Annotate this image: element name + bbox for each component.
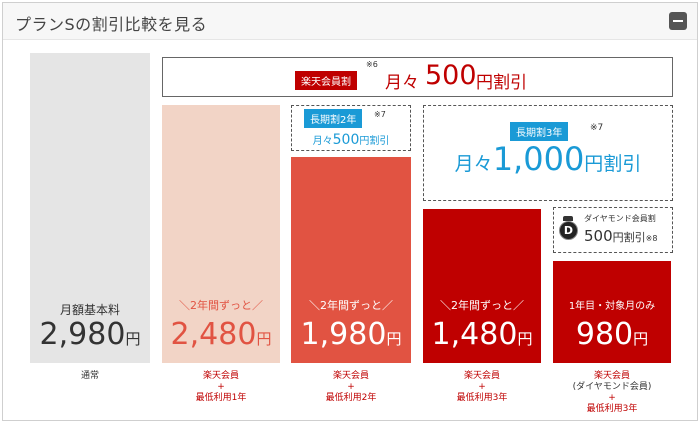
long-term-2y-discount: 月々500円割引: [292, 129, 410, 148]
one-year-subtext: 楽天会員 + 最低利用1年: [161, 371, 281, 404]
long-term-3y-tag: 長期割3年: [510, 122, 569, 141]
sub-line: 楽天会員: [463, 371, 500, 381]
sub-line: +: [217, 382, 225, 392]
regular-label: 月額基本料: [59, 303, 120, 317]
sub-line: 最低利用3年: [586, 404, 638, 414]
long-term-2y-note: ※7: [374, 110, 386, 119]
diamond-unit: 円: [633, 330, 649, 348]
regular-subtext: 通常: [80, 371, 99, 381]
diamond-price: 980: [575, 317, 634, 352]
diamond-plan-bar: 1年目・対象月のみ 980円: [553, 261, 671, 363]
banner-discount-suffix: 円割引: [476, 73, 527, 93]
long-term-3y-note: ※7: [590, 123, 604, 133]
three-year-caption: ＼2年間ずっと／: [440, 299, 524, 312]
diamond-price-row: 980円: [553, 317, 671, 352]
sub-line: 最低利用1年: [195, 393, 247, 403]
regular-unit: 円: [125, 330, 141, 348]
long-term-2y-tag: 長期割2年: [304, 109, 363, 128]
one-year-price-row: 2,480円: [162, 317, 280, 352]
diamond-label: ダイヤモンド会員割: [584, 214, 656, 223]
banner-note: ※6: [366, 60, 378, 69]
promo-prefix: 月々: [454, 153, 493, 175]
sub-line: +: [608, 393, 616, 403]
two-year-caption: ＼2年間ずっと／: [309, 299, 393, 312]
three-year-plan-bar: ＼2年間ずっと／ 1,480円: [423, 209, 541, 363]
promo-suffix: 円割引: [612, 231, 646, 244]
diamond-member-promo: D ダイヤモンド会員割 500円割引※8: [553, 207, 673, 253]
promo-suffix: 円割引: [359, 136, 390, 147]
long-term-2y-promo: 長期割2年 ※7 月々500円割引: [291, 105, 411, 151]
sub-line: 最低利用2年: [325, 393, 377, 403]
sub-line: 最低利用3年: [456, 393, 508, 403]
two-year-plan-bar: ＼2年間ずっと／ 1,980円: [291, 157, 411, 363]
long-term-3y-discount: 月々1,000円割引: [424, 140, 672, 178]
panel-header[interactable]: プランSの割引比較を見る: [3, 3, 697, 40]
panel-title: プランSの割引比較を見る: [15, 15, 208, 34]
promo-prefix: 月々: [312, 136, 333, 147]
sub-line: (ダイヤモンド会員): [572, 382, 652, 392]
diamond-discount: 500円割引※8: [584, 226, 657, 245]
sub-line: 楽天会員: [593, 371, 630, 381]
promo-amount: 500: [332, 132, 360, 148]
sub-line: +: [347, 382, 355, 392]
diamond-subtext: 楽天会員 (ダイヤモンド会員) + 最低利用3年: [552, 371, 672, 415]
diamond-note: ※8: [645, 234, 658, 243]
one-year-plan-bar: ＼2年間ずっと／ 2,480円: [162, 105, 280, 363]
regular-price: 2,980: [39, 317, 126, 352]
three-year-price-row: 1,480円: [423, 317, 541, 352]
diamond-badge-letter: D: [559, 221, 578, 240]
regular-price-row: 2,980円: [30, 317, 150, 352]
diamond-caption: 1年目・対象月のみ: [568, 301, 656, 312]
one-year-price: 2,480: [170, 317, 257, 352]
one-year-unit: 円: [256, 330, 272, 348]
banner-discount-prefix: 月々: [385, 73, 419, 93]
three-year-unit: 円: [517, 330, 533, 348]
sub-line: +: [478, 382, 486, 392]
two-year-unit: 円: [386, 330, 402, 348]
banner-discount-amount: 500: [425, 60, 477, 91]
diamond-badge-icon: D: [558, 216, 578, 240]
promo-amount: 1,000: [492, 140, 585, 178]
sub-line: 楽天会員: [202, 371, 239, 381]
long-term-3y-promo: 長期割3年 ※7 月々1,000円割引: [423, 105, 673, 201]
three-year-price: 1,480: [431, 317, 518, 352]
promo-suffix: 円割引: [584, 153, 642, 175]
two-year-subtext: 楽天会員 + 最低利用2年: [291, 371, 411, 404]
rakuten-member-discount-banner: 楽天会員割 ※6 月々 500 円割引: [162, 57, 673, 97]
three-year-subtext: 楽天会員 + 最低利用3年: [422, 371, 542, 404]
regular-plan-bar: 月額基本料 2,980円: [30, 53, 150, 363]
one-year-caption: ＼2年間ずっと／: [179, 299, 263, 312]
sub-line: 楽天会員: [332, 371, 369, 381]
two-year-price-row: 1,980円: [291, 317, 411, 352]
collapse-minus-icon[interactable]: [669, 12, 687, 30]
promo-amount: 500: [584, 227, 613, 245]
two-year-price: 1,980: [300, 317, 387, 352]
rakuten-member-tag: 楽天会員割: [295, 71, 357, 90]
